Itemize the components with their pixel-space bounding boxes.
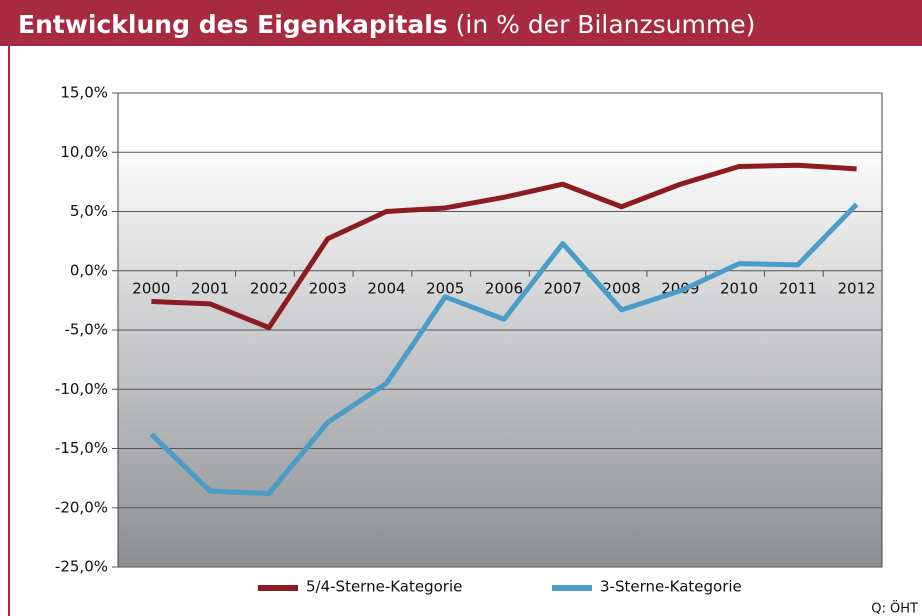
x-tick-label: 2004 bbox=[367, 279, 405, 297]
y-tick-label: 5,0% bbox=[70, 202, 108, 220]
header-text: Entwicklung des Eigenkapitals (in % der … bbox=[18, 10, 755, 39]
x-tick-label: 2008 bbox=[602, 279, 640, 297]
x-tick-label: 2007 bbox=[544, 279, 582, 297]
y-tick-label: -5,0% bbox=[64, 321, 108, 339]
y-tick-label: -15,0% bbox=[55, 439, 108, 457]
x-tick-label: 2011 bbox=[779, 279, 817, 297]
x-tick-label: 2005 bbox=[426, 279, 464, 297]
y-tick-label: -20,0% bbox=[55, 498, 108, 516]
x-tick-label: 2000 bbox=[132, 279, 170, 297]
x-tick-label: 2001 bbox=[191, 279, 229, 297]
x-tick-label: 2003 bbox=[309, 279, 347, 297]
x-tick-label: 2012 bbox=[838, 279, 876, 297]
legend-label: 5/4-Sterne-Kategorie bbox=[306, 578, 462, 596]
chart-title: Entwicklung des Eigenkapitals bbox=[18, 10, 448, 39]
series-line bbox=[151, 162, 857, 331]
series-line bbox=[149, 202, 859, 497]
legend-label: 3-Sterne-Kategorie bbox=[600, 578, 742, 596]
header-bar bbox=[0, 0, 922, 46]
chart-subtitle: (in % der Bilanzsumme) bbox=[456, 10, 756, 39]
y-tick-label: 15,0% bbox=[60, 84, 108, 102]
x-tick-label: 2010 bbox=[720, 279, 758, 297]
y-tick-label: 10,0% bbox=[60, 143, 108, 161]
frame-left bbox=[8, 46, 10, 616]
source: Q: ÖHT bbox=[871, 600, 918, 616]
y-tick-label: -10,0% bbox=[55, 380, 108, 398]
y-tick-label: 0,0% bbox=[70, 261, 108, 279]
x-tick-label: 2002 bbox=[250, 279, 288, 297]
y-tick-label: -25,0% bbox=[55, 558, 108, 576]
x-tick-label: 2006 bbox=[485, 279, 523, 297]
